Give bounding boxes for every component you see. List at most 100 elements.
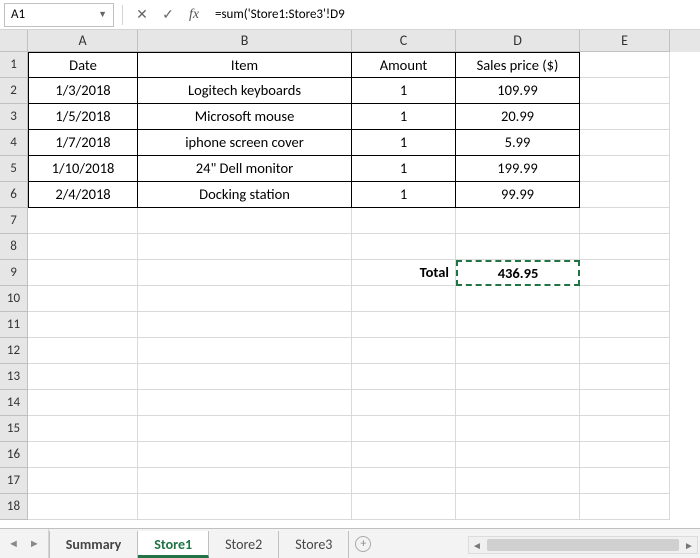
sheet-tab-store2[interactable]: Store2	[209, 531, 279, 558]
cell[interactable]	[580, 364, 670, 390]
row-header-18[interactable]: 18	[0, 494, 28, 520]
cell[interactable]	[138, 234, 352, 260]
cell[interactable]: 24" Dell monitor	[138, 156, 352, 182]
cell[interactable]	[580, 312, 670, 338]
cell[interactable]	[352, 390, 456, 416]
cell[interactable]: 109.99	[456, 78, 580, 104]
cell[interactable]	[352, 338, 456, 364]
cell[interactable]	[456, 494, 580, 520]
cell[interactable]: 5.99	[456, 130, 580, 156]
cell[interactable]	[580, 286, 670, 312]
add-sheet-button[interactable]: +	[349, 529, 377, 558]
cell[interactable]: Docking station	[138, 182, 352, 208]
scroll-thumb[interactable]	[487, 539, 679, 551]
cell[interactable]: Microsoft mouse	[138, 104, 352, 130]
row-header-8[interactable]: 8	[0, 234, 28, 260]
cell[interactable]	[28, 390, 138, 416]
row-header-7[interactable]: 7	[0, 208, 28, 234]
cell[interactable]	[580, 156, 670, 182]
scroll-left-icon[interactable]: ◄	[469, 539, 485, 552]
sheet-tab-store1[interactable]: Store1	[138, 531, 209, 558]
sheet-tab-summary[interactable]: Summary	[49, 531, 139, 558]
cell[interactable]	[28, 442, 138, 468]
cell[interactable]: 1/7/2018	[28, 130, 138, 156]
cell[interactable]: 1	[352, 130, 456, 156]
cell[interactable]: 1/10/2018	[28, 156, 138, 182]
cell[interactable]	[456, 442, 580, 468]
cell[interactable]	[580, 416, 670, 442]
cell[interactable]: 20.99	[456, 104, 580, 130]
cell[interactable]	[138, 312, 352, 338]
cell[interactable]	[138, 286, 352, 312]
cell[interactable]: Logitech keyboards	[138, 78, 352, 104]
row-header-3[interactable]: 3	[0, 104, 28, 130]
cell[interactable]	[580, 338, 670, 364]
cell[interactable]	[580, 130, 670, 156]
row-header-5[interactable]: 5	[0, 156, 28, 182]
cell[interactable]	[352, 234, 456, 260]
cell[interactable]	[456, 338, 580, 364]
col-header-B[interactable]: B	[138, 30, 352, 52]
cell[interactable]	[580, 52, 670, 78]
cell[interactable]	[352, 208, 456, 234]
total-value-cell[interactable]: 436.95	[456, 260, 580, 286]
cell[interactable]: 2/4/2018	[28, 182, 138, 208]
cell[interactable]: 199.99	[456, 156, 580, 182]
cell[interactable]: 1	[352, 104, 456, 130]
row-header-15[interactable]: 15	[0, 416, 28, 442]
tab-nav-next-icon[interactable]: ►	[29, 537, 40, 550]
cell[interactable]	[138, 494, 352, 520]
row-header-14[interactable]: 14	[0, 390, 28, 416]
cell[interactable]	[456, 390, 580, 416]
chevron-down-icon[interactable]: ▼	[98, 9, 107, 20]
cell[interactable]: Sales price ($)	[456, 52, 580, 78]
cell[interactable]: iphone screen cover	[138, 130, 352, 156]
cell[interactable]	[580, 104, 670, 130]
enter-icon[interactable]: ✓	[157, 4, 179, 26]
name-box[interactable]: A1 ▼	[4, 3, 114, 27]
cell[interactable]	[28, 286, 138, 312]
cell[interactable]: Date	[28, 52, 138, 78]
cell[interactable]	[28, 260, 138, 286]
cell[interactable]	[456, 416, 580, 442]
cell[interactable]	[28, 416, 138, 442]
cell[interactable]	[138, 364, 352, 390]
select-all-corner[interactable]	[0, 30, 28, 52]
cell[interactable]	[28, 468, 138, 494]
row-header-2[interactable]: 2	[0, 78, 28, 104]
cell[interactable]	[580, 182, 670, 208]
row-header-16[interactable]: 16	[0, 442, 28, 468]
cell[interactable]: 1	[352, 78, 456, 104]
scroll-right-icon[interactable]: ►	[681, 539, 697, 552]
row-header-10[interactable]: 10	[0, 286, 28, 312]
cell[interactable]: Amount	[352, 52, 456, 78]
cell[interactable]	[580, 234, 670, 260]
tab-nav-prev-icon[interactable]: ◄	[8, 537, 19, 550]
cell[interactable]	[456, 234, 580, 260]
cell[interactable]	[580, 78, 670, 104]
cell[interactable]	[28, 312, 138, 338]
sheet-tab-store3[interactable]: Store3	[279, 531, 349, 558]
cell[interactable]	[580, 442, 670, 468]
cell[interactable]	[138, 338, 352, 364]
cell[interactable]	[28, 364, 138, 390]
cell[interactable]	[28, 494, 138, 520]
cell[interactable]	[580, 260, 670, 286]
row-header-11[interactable]: 11	[0, 312, 28, 338]
cell[interactable]	[352, 286, 456, 312]
cell[interactable]: 1	[352, 182, 456, 208]
cell[interactable]: 1/3/2018	[28, 78, 138, 104]
cell[interactable]	[352, 468, 456, 494]
cell[interactable]	[580, 390, 670, 416]
row-header-1[interactable]: 1	[0, 52, 28, 78]
cell[interactable]	[138, 260, 352, 286]
formula-input[interactable]: =sum('Store1:Store3'!D9	[209, 4, 696, 26]
cell[interactable]	[456, 312, 580, 338]
cell[interactable]	[456, 208, 580, 234]
cell[interactable]	[352, 494, 456, 520]
cell[interactable]	[138, 468, 352, 494]
row-header-13[interactable]: 13	[0, 364, 28, 390]
cell[interactable]	[456, 286, 580, 312]
cell[interactable]	[352, 416, 456, 442]
cell[interactable]	[456, 468, 580, 494]
